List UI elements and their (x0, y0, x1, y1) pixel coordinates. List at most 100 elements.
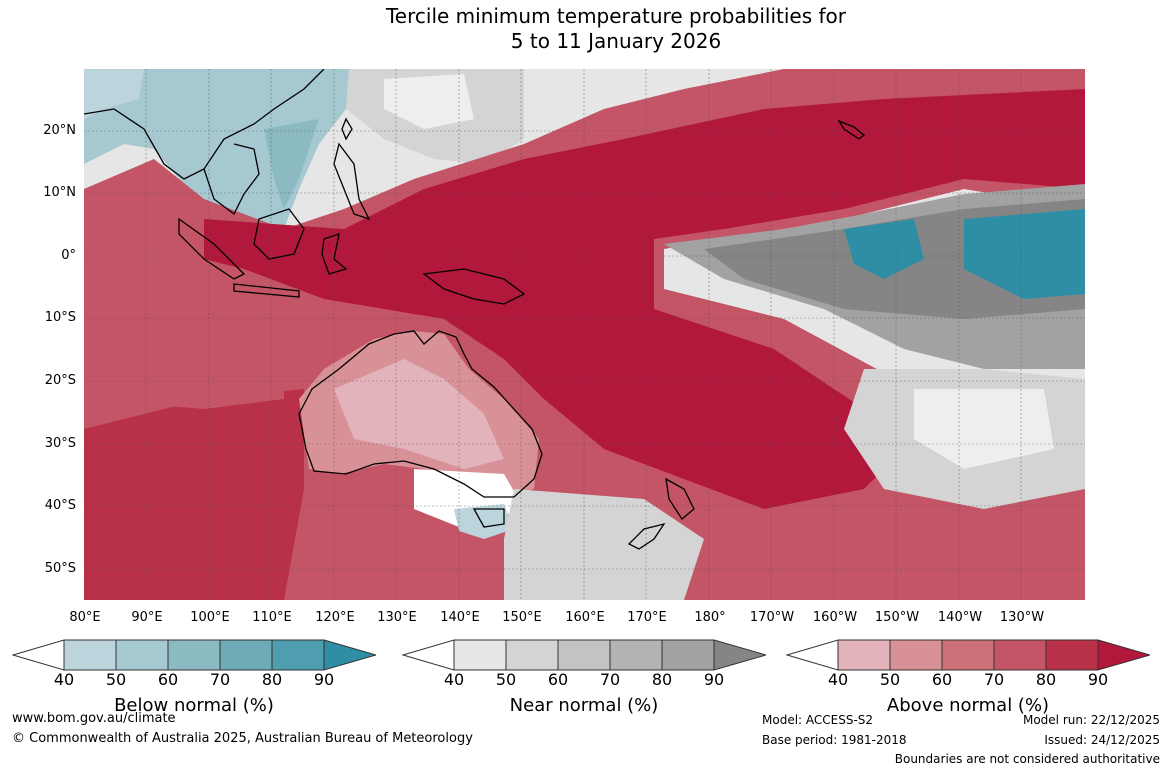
lon-label-170w: 170°W (749, 610, 795, 625)
below-colorbar-segment (271, 639, 325, 671)
issued-text: Issued: 24/12/2025 (1044, 733, 1160, 747)
lon-label-130e: 130°E (377, 610, 417, 625)
below-colorbar-segment (167, 639, 221, 671)
copyright-text: © Commonwealth of Australia 2025, Austra… (12, 731, 473, 746)
model-run-text: Model run: 22/12/2025 (1022, 713, 1160, 727)
below-normal-region-tasmania (454, 504, 514, 539)
new-guinea-coastline (422, 268, 526, 305)
lon-label-130w: 130°W (999, 610, 1045, 625)
above-colorbar-segment (889, 639, 943, 671)
colorbar-below-tick-80: 80 (261, 670, 283, 689)
java-coastline (233, 283, 300, 298)
above-colorbar-upper-extension (1097, 639, 1150, 671)
colorbar-above-tick-70: 70 (983, 670, 1005, 689)
above-normal-region-core (204, 89, 1085, 509)
lon-label-180: 180° (694, 610, 726, 625)
philippines-coastline (333, 142, 371, 221)
colorbar-below-tick-60: 60 (157, 670, 179, 689)
probability-map (84, 69, 1085, 600)
near-colorbar-segment (609, 639, 663, 671)
base-period-text: Base period: 1981-2018 (762, 733, 907, 747)
above-colorbar-lower-extension (786, 639, 839, 671)
lon-label-100e: 100°E (190, 610, 230, 625)
coastlines (84, 69, 866, 550)
lat-label-10n: 10°N (43, 185, 76, 200)
lon-label-170e: 170°E (627, 610, 667, 625)
above-normal-region-south (84, 389, 304, 600)
indochina-coastline (203, 143, 260, 215)
colorbar-below-title: Below normal (%) (114, 695, 274, 716)
colorbar-above-tick-90: 90 (1087, 670, 1109, 689)
near-normal-region-north-light (384, 74, 474, 129)
colorbar-below-tick-70: 70 (209, 670, 231, 689)
above-colorbar-segment (993, 639, 1047, 671)
below-normal-region-pacific-1 (844, 219, 924, 279)
lat-label-40s: 40°S (44, 498, 76, 513)
above-normal-region-southwest (84, 289, 284, 409)
colorbar-above-title: Above normal (%) (886, 695, 1050, 716)
lon-label-160w: 160°W (812, 610, 858, 625)
near-colorbar-segment (557, 639, 611, 671)
model-text: Model: ACCESS-S2 (762, 713, 874, 727)
hawaii-coastline (837, 119, 866, 140)
lon-label-140w: 140°W (937, 610, 983, 625)
below-normal-region-india (84, 69, 144, 119)
colorbar-near-tick-40: 40 (443, 670, 465, 689)
colorbar-near-tick-70: 70 (599, 670, 621, 689)
graticule (84, 69, 1085, 600)
colorbar-below-normal (12, 639, 376, 671)
lon-label-110e: 110°E (252, 610, 292, 625)
lat-label-30s: 30°S (44, 436, 76, 451)
lat-label-20n: 20°N (43, 123, 76, 138)
colorbar-above-normal (786, 639, 1150, 671)
lat-label-10s: 10°S (44, 310, 76, 325)
borneo-coastline (253, 208, 305, 260)
lon-label-150e: 150°E (502, 610, 542, 625)
colorbar-below-tick-50: 50 (105, 670, 127, 689)
map-title: Tercile minimum temperature probabilitie… (0, 4, 1173, 54)
colorbar-above-tick-80: 80 (1035, 670, 1057, 689)
title-line-2: 5 to 11 January 2026 (510, 29, 722, 53)
below-colorbar-lower-extension (12, 639, 65, 671)
near-normal-region-southeast-light (914, 389, 1054, 469)
above-colorbar-segment (837, 639, 891, 671)
australia-coastline (298, 330, 543, 498)
colorbar-near-tick-50: 50 (495, 670, 517, 689)
below-colorbar-segment (219, 639, 273, 671)
below-colorbar-segment (115, 639, 169, 671)
colorbar-near-normal (402, 639, 766, 671)
near-colorbar-lower-extension (402, 639, 455, 671)
near-colorbar-upper-extension (713, 639, 766, 671)
lon-label-80e: 80°E (69, 610, 101, 625)
colorbar-below-tick-90: 90 (313, 670, 335, 689)
sulawesi-coastline (321, 233, 348, 275)
above-colorbar-segment (1045, 639, 1099, 671)
lon-label-90e: 90°E (131, 610, 163, 625)
colorbar-below-tick-40: 40 (53, 670, 75, 689)
below-normal-region-pacific-2 (964, 209, 1085, 299)
colorbar-near-title: Near normal (%) (509, 695, 659, 716)
lon-label-150w: 150°W (874, 610, 920, 625)
lon-label-160e: 160°E (565, 610, 605, 625)
above-colorbar-segment (941, 639, 995, 671)
below-colorbar-segment (63, 639, 117, 671)
below-colorbar-upper-extension (323, 639, 376, 671)
lat-label-50s: 50°S (44, 561, 76, 576)
colorbar-above-tick-40: 40 (827, 670, 849, 689)
colorbar-above-tick-50: 50 (879, 670, 901, 689)
australia-interior-light (334, 359, 504, 469)
colorbar-near-tick-90: 90 (703, 670, 725, 689)
website-link[interactable]: www.bom.gov.au/climate (12, 711, 176, 726)
below-normal-region-asia-inner (264, 119, 319, 209)
near-colorbar-segment (453, 639, 507, 671)
colorbar-near-tick-80: 80 (651, 670, 673, 689)
colorbar-near-tick-60: 60 (547, 670, 569, 689)
colorbar-above-tick-60: 60 (931, 670, 953, 689)
sumatra-coastline (178, 217, 246, 280)
lon-label-140e: 140°E (440, 610, 480, 625)
tasmania-coastline (472, 508, 505, 528)
lat-label-0: 0° (61, 248, 76, 263)
lat-label-20s: 20°S (44, 373, 76, 388)
new-zealand-coastline (627, 477, 695, 550)
near-colorbar-segment (505, 639, 559, 671)
